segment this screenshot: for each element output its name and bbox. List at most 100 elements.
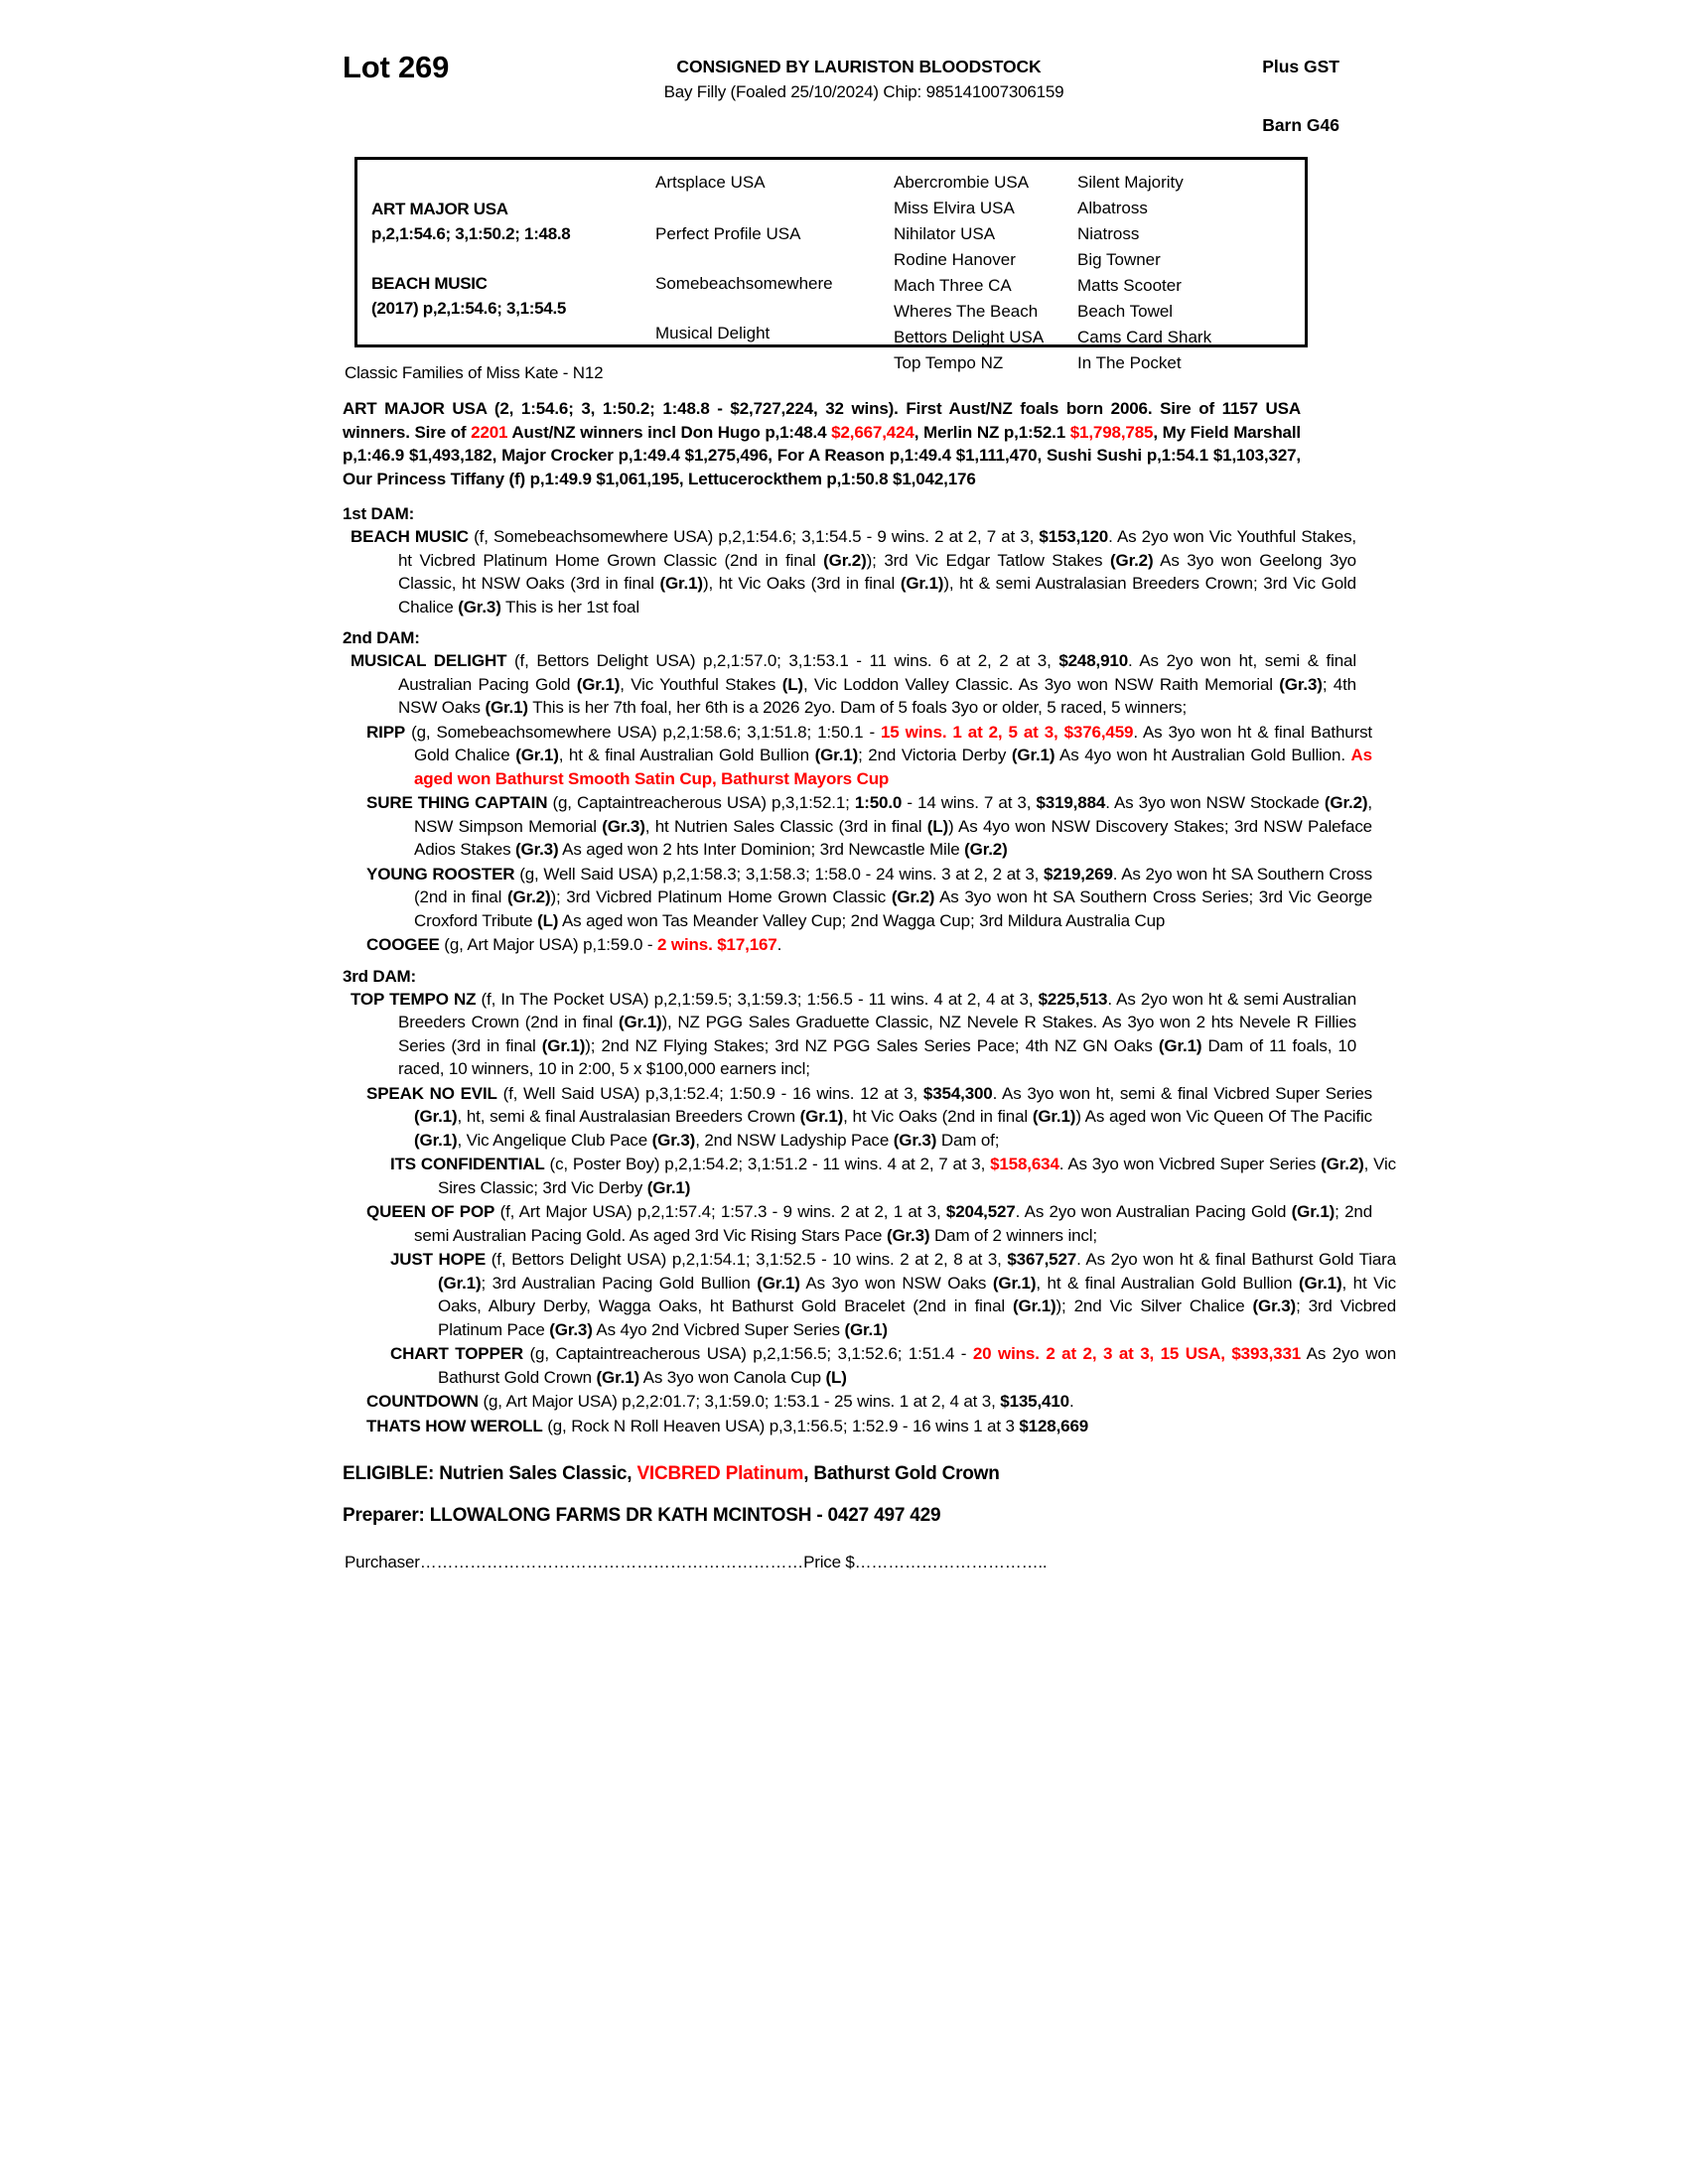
- entry-text: (c, Poster Boy) p,2,1:54.2; 3,1:51.2 - 1…: [544, 1155, 991, 1173]
- entry-grade: (Gr.2): [1321, 1155, 1364, 1173]
- price-dots[interactable]: ……………………………..: [854, 1553, 1048, 1571]
- foal-details: Bay Filly (Foaled 25/10/2024) Chip: 9851…: [663, 82, 1064, 101]
- pedigree-entry: RIPP (g, Somebeachsomewhere USA) p,2,1:5…: [366, 721, 1372, 791]
- eligible-highlight: VICBRED Platinum: [636, 1463, 804, 1484]
- entry-text: (g, Art Major USA) p,1:59.0 -: [439, 935, 657, 954]
- entry-text: , 2nd NSW Ladyship Pace: [695, 1130, 894, 1150]
- entry-text: This is her 7th foal, her 6th is a 2026 …: [527, 698, 1188, 717]
- sire-summary-paragraph: ART MAJOR USA (2, 1:54.6; 3, 1:50.2; 1:4…: [343, 397, 1301, 490]
- entry-horse-name: SPEAK NO EVIL: [366, 1083, 497, 1103]
- entry-horse-name: BEACH MUSIC: [351, 527, 469, 546]
- entry-text: (g, Somebeachsomewhere USA) p,2,1:58.6; …: [405, 722, 881, 742]
- entry-text: , ht Vic Oaks, Albury Derby, Wagga Oaks,…: [438, 1273, 1396, 1316]
- entry-grade: (L): [537, 910, 559, 930]
- entry-text: . As 3yo won ht & final Bathurst Gold Ch…: [414, 722, 1372, 765]
- entry-grade: (Gr.1): [1032, 1107, 1076, 1126]
- catalogue-sheet: Lot 269 CONSIGNED BY LAURISTON BLOODSTOC…: [343, 40, 1396, 1572]
- entry-text: , ht, semi & final Australasian Breeders…: [457, 1107, 800, 1126]
- entry-horse-name: SURE THING CAPTAIN: [366, 793, 548, 812]
- pedigree-entry: COUNTDOWN (g, Art Major USA) p,2,2:01.7;…: [366, 1390, 1372, 1414]
- entry-text: As 4yo won ht Australian Gold Bullion.: [1055, 746, 1351, 764]
- sire-summary-part3: , Merlin NZ p,1:52.1: [914, 422, 1070, 442]
- entry-grade: (Gr.1): [414, 1130, 458, 1150]
- entry-text: ; 2nd Victoria Derby: [858, 746, 1012, 764]
- entry-grade: (Gr.1): [414, 1107, 458, 1126]
- entry-text: As 3yo won ht SA Southern Cross Series; …: [414, 887, 1373, 930]
- eligible-suffix: , Bathurst Gold Crown: [803, 1463, 1000, 1484]
- entry-text: Dam of 11 foals, 10 raced, 10 winners, 1…: [398, 1035, 1356, 1079]
- entry-grade: (Gr.1): [757, 1273, 800, 1293]
- entry-text: As 3yo won Geelong 3yo Classic, ht NSW O…: [398, 550, 1356, 594]
- entry-text: As 3yo won Canola Cup: [639, 1367, 826, 1387]
- pedigree-gen4-cell: Matts Scooter: [1077, 276, 1182, 295]
- pedigree-gen3-cell: Bettors Delight USA: [894, 328, 1045, 346]
- entry-grade: $319,884: [1036, 793, 1106, 812]
- pedigree-gen3-cell: Top Tempo NZ: [894, 353, 1004, 372]
- entry-horse-name: CHART TOPPER: [390, 1344, 523, 1363]
- purchaser-line: Purchaser……………………………………………………………Price $……: [345, 1553, 1345, 1572]
- eligible-line: ELIGIBLE: Nutrien Sales Classic, VICBRED…: [343, 1463, 1345, 1485]
- entry-text: ; 3rd Vicbred Platinum Pace: [438, 1297, 1396, 1339]
- entry-text: (f, Well Said USA) p,3,1:52.4; 1:50.9 - …: [496, 1083, 923, 1103]
- entry-grade: (Gr.1): [596, 1367, 640, 1387]
- page-header: Lot 269 CONSIGNED BY LAURISTON BLOODSTOC…: [343, 40, 1345, 149]
- entry-grade: $204,527: [945, 1202, 1016, 1221]
- entry-grade: (Gr.3): [651, 1130, 696, 1150]
- entry-text: , Vic Loddon Valley Classic. As 3yo won …: [802, 674, 1280, 694]
- entry-grade: (Gr.2): [506, 887, 551, 906]
- pedigree-gen4-cell: Albatross: [1077, 199, 1148, 217]
- eligible-prefix: ELIGIBLE: Nutrien Sales Classic,: [343, 1463, 637, 1484]
- entry-grade: (Gr.1): [799, 1107, 844, 1126]
- sire-summary-part1: ART MAJOR USA (2, 1:54.6; 3, 1:50.2; 1:4…: [343, 399, 1301, 442]
- entry-text: As 4yo 2nd Vicbred Super Series: [592, 1319, 845, 1339]
- entry-text: (g, Captaintreacherous USA) p,3,1:52.1;: [547, 793, 855, 812]
- entry-text: As aged won Tas Meander Valley Cup; 2nd …: [558, 910, 1166, 930]
- entry-text: , Vic Youthful Stakes: [620, 674, 782, 694]
- entry-text: ), ht Vic Oaks (3rd in final: [702, 574, 901, 593]
- entry-text: . As 2yo won Vic Youthful Stakes, ht Vic…: [398, 527, 1357, 570]
- entry-text: ; 4th NSW Oaks: [398, 674, 1356, 718]
- plus-gst-label: Plus GST: [1262, 57, 1339, 76]
- entry-grade: $367,527: [1007, 1250, 1077, 1269]
- entry-grade: (Gr.3): [1252, 1297, 1297, 1315]
- entry-grade: (Gr.1): [576, 674, 621, 694]
- entry-text: . As 2yo won ht, semi & final Australian…: [398, 651, 1356, 694]
- entry-text: , Vic Sires Classic; 3rd Vic Derby: [438, 1155, 1397, 1197]
- entry-grade: $153,120: [1039, 527, 1109, 546]
- entry-text: ) As aged won Vic Queen Of The Pacific: [1075, 1107, 1372, 1126]
- entry-grade: (Gr.1): [541, 1035, 586, 1055]
- entry-text: As aged won 2 hts Inter Dominion; 3rd Ne…: [558, 840, 965, 859]
- sire-winners-count: 2201: [471, 422, 508, 442]
- entry-text: ) As 4yo won NSW Discovery Stakes; 3rd N…: [414, 816, 1372, 860]
- pedigree-gen4-cell: Cams Card Shark: [1077, 328, 1212, 346]
- pedigree-col-gen4: Silent Majority Albatross Niatross Big T…: [1077, 160, 1296, 372]
- entry-grade: (Gr.1): [485, 698, 528, 717]
- barn-label: Barn G46: [1262, 115, 1339, 135]
- entry-grade: (Gr.1): [659, 574, 703, 593]
- entry-horse-name: ITS CONFIDENTIAL: [390, 1155, 545, 1173]
- entry-text: . As 2yo won ht & final Bathurst Gold Ti…: [1076, 1250, 1396, 1269]
- entry-grade: (Gr.1): [646, 1177, 691, 1197]
- pedigree-entry: SPEAK NO EVIL (f, Well Said USA) p,3,1:5…: [366, 1082, 1372, 1153]
- pedigree-entry: BEACH MUSIC (f, Somebeachsomewhere USA) …: [351, 525, 1356, 618]
- entry-text: , ht & final Australian Gold Bullion: [558, 746, 815, 764]
- entry-grade: (L): [926, 816, 949, 836]
- entry-horse-name: MUSICAL DELIGHT: [351, 651, 507, 670]
- entry-grade: (Gr.1): [1011, 746, 1055, 764]
- pedigree-gen4-cell: Big Towner: [1077, 250, 1161, 269]
- purchaser-dots[interactable]: ……………………………………………………………: [419, 1553, 804, 1571]
- entry-horse-name: TOP TEMPO NZ: [351, 989, 477, 1009]
- entry-highlight: 20 wins. 2 at 2, 3 at 3, 15 USA, $393,33…: [972, 1344, 1302, 1363]
- entry-grade: (Gr.3): [1279, 674, 1323, 694]
- entry-grade: (Gr.2): [1324, 793, 1368, 812]
- pedigree-gen4-cell: Beach Towel: [1077, 302, 1174, 321]
- entry-text: ; 3rd Australian Pacing Gold Bullion: [481, 1273, 758, 1293]
- entry-horse-name: YOUNG ROOSTER: [366, 864, 515, 884]
- entry-text: As 3yo won NSW Oaks: [799, 1273, 993, 1293]
- entry-text: . As 2yo won ht & semi Australian Breede…: [398, 989, 1356, 1032]
- entry-text: - 14 wins. 7 at 3,: [902, 793, 1037, 812]
- entry-grade: (Gr.2): [891, 887, 935, 906]
- dam-heading: 3rd DAM:: [343, 966, 416, 986]
- entry-grade: (Gr.2): [1109, 550, 1154, 570]
